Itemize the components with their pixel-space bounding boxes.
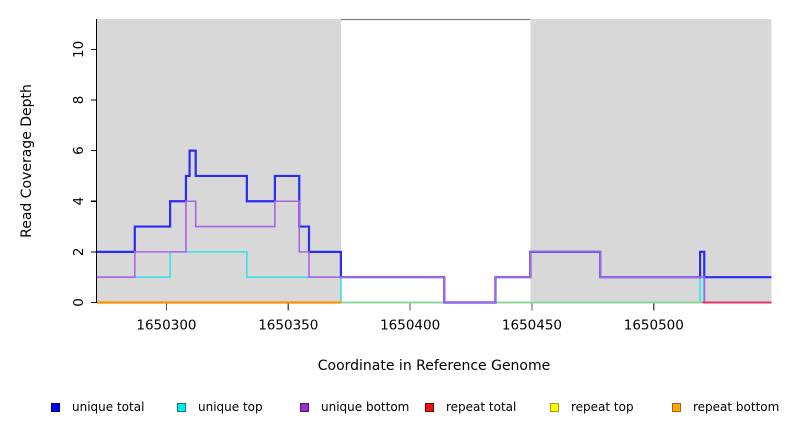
legend-swatch-unique-bottom	[300, 403, 309, 412]
legend-swatch-repeat-total	[425, 403, 434, 412]
covered-region-right	[530, 19, 772, 303]
x-tick-label: 1650400	[380, 318, 440, 334]
covered-region-left	[97, 19, 341, 303]
legend-label: unique bottom	[321, 400, 410, 414]
y-tick-label: 0	[71, 298, 87, 307]
x-tick-label: 1650300	[136, 318, 196, 334]
x-tick-label: 1650500	[624, 318, 684, 334]
legend-label: unique total	[72, 400, 145, 414]
legend-item-unique-top: unique top	[177, 400, 263, 414]
legend-item-repeat-bottom: repeat bottom	[672, 400, 780, 414]
legend-swatch-repeat-bottom	[672, 403, 681, 412]
legend-item-repeat-top: repeat top	[550, 400, 634, 414]
legend-swatch-unique-top	[177, 403, 186, 412]
y-tick-label: 10	[71, 41, 87, 58]
y-tick-label: 8	[71, 96, 87, 105]
y-tick-label: 6	[71, 146, 87, 155]
legend-item-repeat-total: repeat total	[425, 400, 517, 414]
legend-item-unique-total: unique total	[51, 400, 145, 414]
legend-item-unique-bottom: unique bottom	[300, 400, 410, 414]
x-tick-label: 1650350	[258, 318, 318, 334]
series-unique-bottom-line	[97, 200, 772, 304]
y-tick-label: 2	[71, 248, 87, 257]
y-tick-label: 4	[71, 197, 87, 206]
y-axis-title: Read Coverage Depth	[19, 84, 35, 238]
legend-label: repeat top	[571, 400, 634, 414]
x-tick-label: 1650450	[502, 318, 562, 334]
legend-swatch-repeat-top	[550, 403, 559, 412]
coverage-plot-canvas: 0 2 4 6 8 10 1650300 1650350 1650400 1650450 16505…	[71, 18, 772, 334]
legend-label: repeat bottom	[693, 400, 780, 414]
x-axis-title: Coordinate in Reference Genome	[317, 358, 551, 374]
legend-label: repeat total	[446, 400, 517, 414]
legend-label: unique top	[198, 400, 263, 414]
legend-swatch-unique-total	[51, 403, 60, 412]
